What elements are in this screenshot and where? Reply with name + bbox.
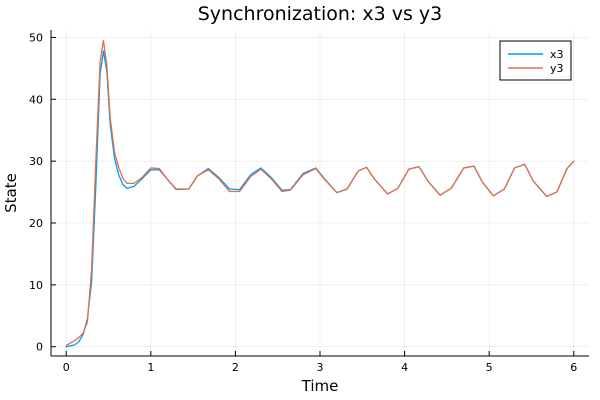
series-line-y3 [65, 39, 575, 347]
x-tick-label: 1 [147, 361, 154, 374]
tick-labels: 0 1 2 3 4 5 6 0 10 20 30 40 50 [29, 31, 577, 374]
y-axis-label: State [2, 173, 20, 213]
legend: x3 y3 [499, 40, 572, 81]
y-tick-label: 0 [36, 341, 43, 354]
y-tick-label: 10 [29, 279, 43, 292]
x-axis-label: Time [301, 377, 339, 395]
y-tick-label: 40 [29, 93, 43, 106]
y-tick-label: 20 [29, 217, 43, 230]
legend-box [499, 40, 572, 81]
grid [51, 30, 589, 356]
x-tick-label: 6 [570, 361, 577, 374]
legend-label-y3: y3 [550, 62, 564, 75]
x-tick-label: 5 [486, 361, 493, 374]
x-tick-label: 4 [401, 361, 408, 374]
y-tick-label: 50 [29, 31, 43, 44]
legend-label-x3: x3 [550, 48, 564, 61]
x-tick-label: 2 [232, 361, 239, 374]
series-layer [65, 39, 575, 348]
x-tick-label: 0 [63, 361, 70, 374]
x-tick-label: 3 [317, 361, 324, 374]
chart-title: Synchronization: x3 vs y3 [198, 3, 443, 25]
y-tick-label: 30 [29, 155, 43, 168]
